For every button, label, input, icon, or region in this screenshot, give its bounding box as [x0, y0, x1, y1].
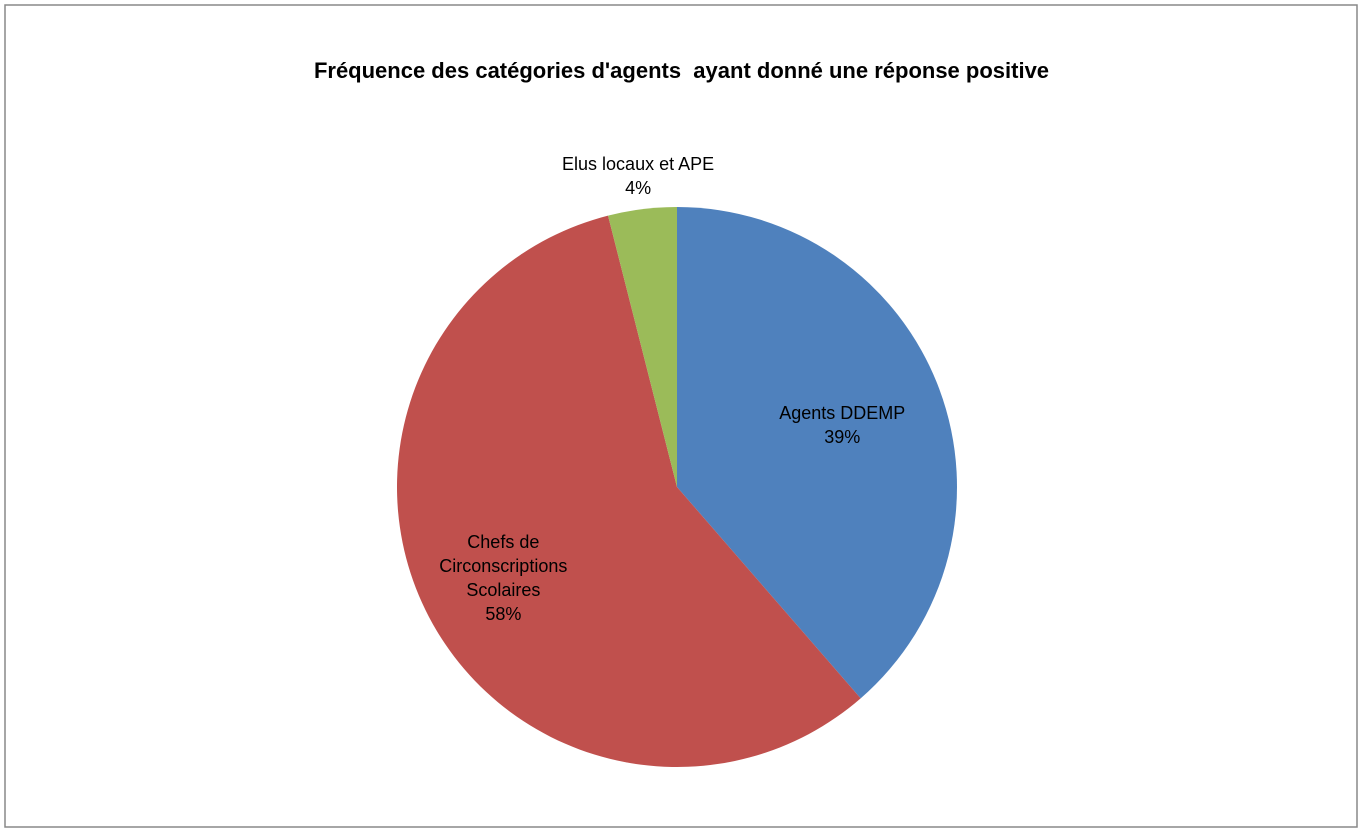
- slice-label: Agents DDEMP 39%: [742, 401, 942, 449]
- slice-category: Chefs de Circonscriptions Scolaires: [439, 531, 568, 600]
- pie-slice: [677, 207, 958, 699]
- slice-value: 58%: [485, 603, 522, 624]
- chart-title: Fréquence des catégories d'agents ayant …: [313, 58, 1050, 83]
- slice-category: Agents DDEMP: [779, 403, 906, 424]
- pie-slice: [397, 215, 861, 768]
- pie-slice: [608, 207, 677, 487]
- slice-category: Elus locaux et APE: [562, 153, 715, 174]
- slice-label: Chefs de Circonscriptions Scolaires 58%: [428, 530, 578, 626]
- slice-value: 39%: [824, 427, 861, 448]
- slice-label: Elus locaux et APE 4%: [518, 152, 758, 200]
- slice-value: 4%: [625, 177, 652, 198]
